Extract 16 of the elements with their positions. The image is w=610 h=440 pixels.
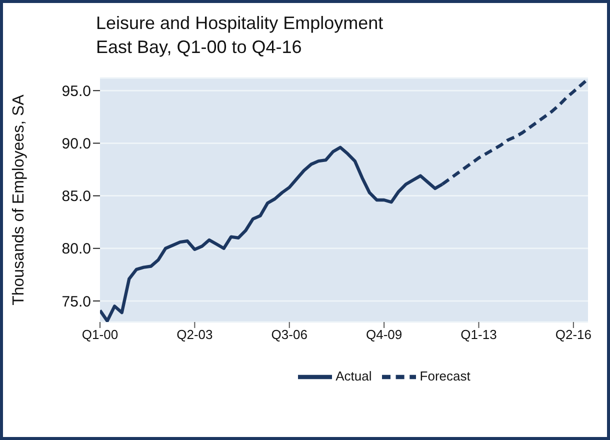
y-tick-label: 85.0 (62, 188, 91, 206)
x-tick-label: Q2-16 (555, 327, 592, 342)
y-tick-label: 75.0 (62, 293, 91, 310)
x-tick-label: Q1-00 (82, 327, 118, 342)
y-tick-label: 80.0 (62, 240, 91, 258)
y-axis-title: Thousands of Employees, SA (10, 94, 28, 306)
x-tick-label: Q4-09 (366, 327, 402, 342)
chart-title: Leisure and Hospitality Employment (96, 12, 384, 35)
y-tick-label: 95.0 (62, 82, 91, 100)
legend-label: Actual (336, 368, 372, 384)
x-tick-label: Q1-13 (460, 327, 497, 342)
x-tick-label: Q3-06 (271, 327, 308, 342)
y-tick-label: 90.0 (62, 136, 91, 153)
x-tick-label: Q2-03 (176, 327, 213, 342)
chart-subtitle: East Bay, Q1-00 to Q4-16 (96, 36, 303, 59)
legend-label: Forecast (420, 368, 470, 384)
